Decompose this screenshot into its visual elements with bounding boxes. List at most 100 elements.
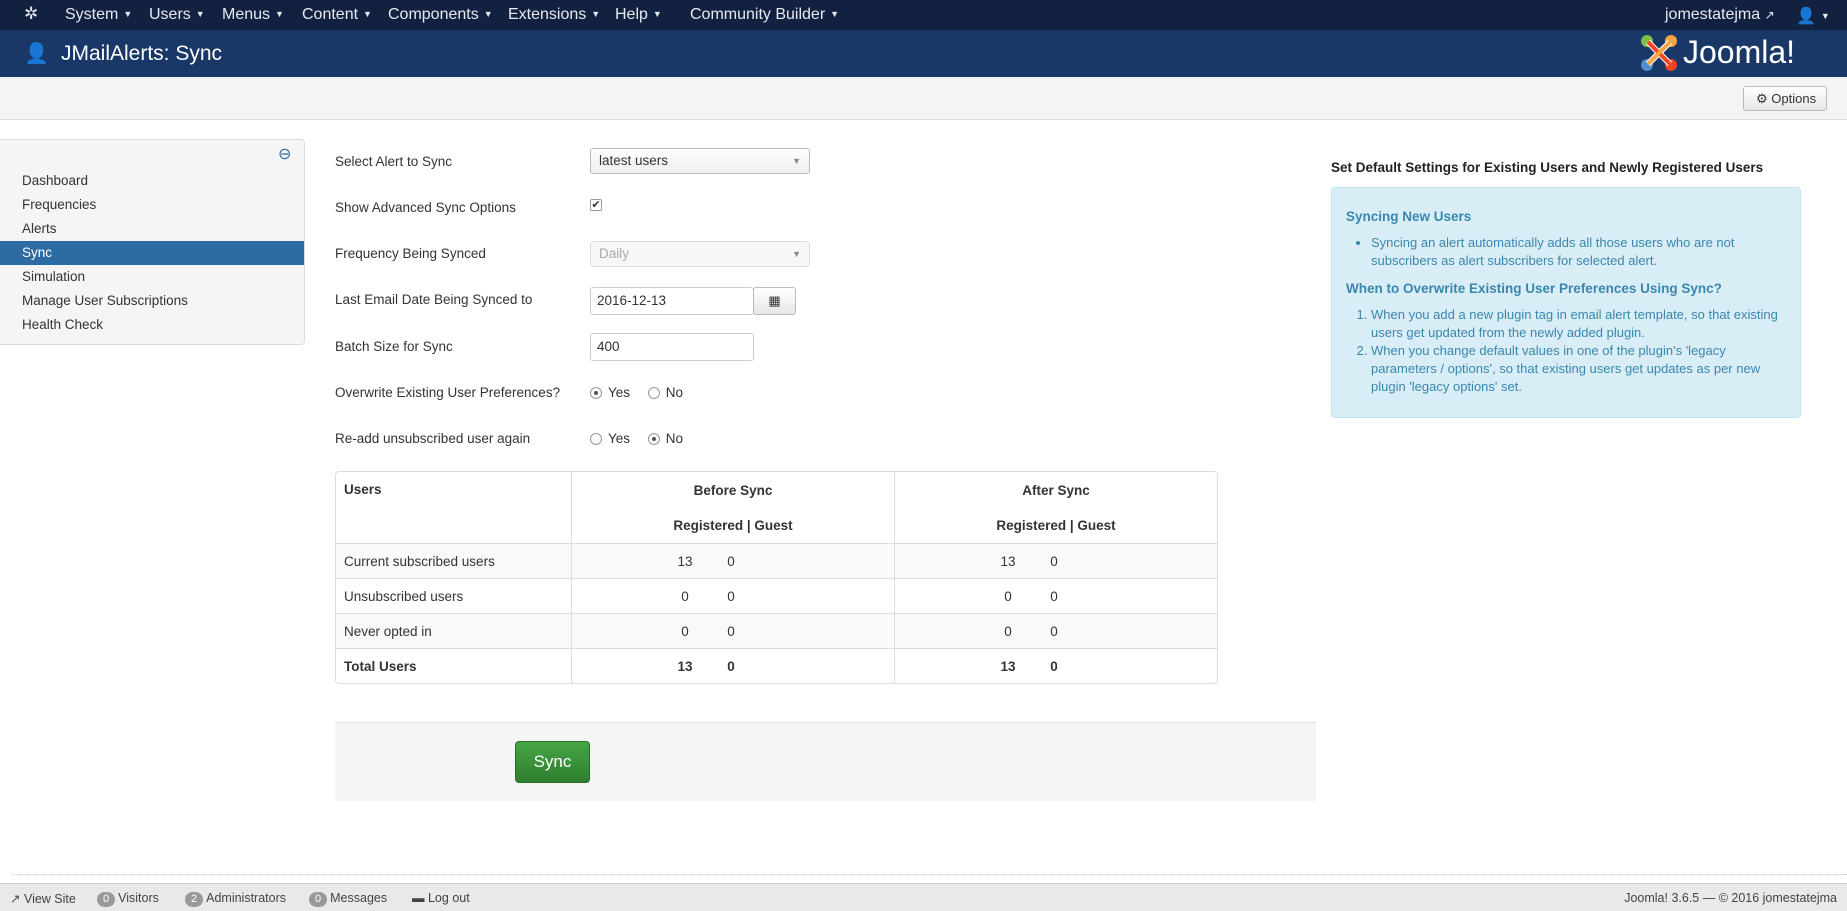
before-registered: 0 <box>681 623 689 639</box>
info-item: When you change default values in one of… <box>1371 342 1786 396</box>
sidebar-item-health-check[interactable]: Health Check <box>22 317 104 332</box>
after-guest: 0 <box>1050 588 1058 604</box>
joomla-logo-icon <box>1640 34 1678 72</box>
caret-icon: ▼ <box>591 9 601 19</box>
collapse-sidebar-icon[interactable]: ⊖ <box>278 146 292 163</box>
menu-components[interactable]: Components ▼ <box>388 6 493 24</box>
logout-link[interactable]: ▬ Log out <box>412 891 470 905</box>
before-guest: 0 <box>727 658 735 674</box>
sidebar-item-frequencies[interactable]: Frequencies <box>22 197 97 212</box>
alert-select[interactable]: latest users ▼ <box>590 148 810 174</box>
overwrite-yes-radio[interactable] <box>590 387 602 399</box>
menu-users[interactable]: Users ▼ <box>149 6 205 24</box>
row-label: Unsubscribed users <box>336 578 571 613</box>
menu-content[interactable]: Content ▼ <box>302 6 372 24</box>
caret-icon: ▼ <box>123 9 133 19</box>
external-link-icon: ↗ <box>10 892 21 906</box>
caret-icon: ▼ <box>195 9 205 19</box>
sidebar-item-dashboard[interactable]: Dashboard <box>22 173 89 188</box>
info-item: When you add a new plugin tag in email a… <box>1371 306 1786 342</box>
menu-help[interactable]: Help ▼ <box>615 6 662 24</box>
site-link[interactable]: jomestatejma ↗ <box>1665 6 1775 24</box>
after-guest: 0 <box>1050 658 1058 674</box>
caret-icon: ▼ <box>483 9 493 19</box>
caret-icon: ▼ <box>363 9 372 19</box>
before-sync-header: Before Sync <box>571 472 894 508</box>
readd-label: Re-add unsubscribed user again <box>335 431 531 446</box>
calendar-button[interactable]: ▦ <box>753 287 796 315</box>
messages-badge: 0 <box>309 892 328 907</box>
no-label: No <box>665 385 684 400</box>
menu-extensions[interactable]: Extensions ▼ <box>508 6 600 24</box>
view-site-label: View Site <box>23 892 76 906</box>
before-sub-header: Registered | Guest <box>571 508 894 543</box>
user-menu[interactable]: 👤 ▼ <box>1796 6 1830 26</box>
minus-icon: ▬ <box>412 891 425 905</box>
sidebar-item-manage-user-subscriptions[interactable]: Manage User Subscriptions <box>22 293 188 308</box>
frequency-select[interactable]: Daily ▼ <box>590 241 810 267</box>
advanced-checkbox[interactable]: ✔ <box>590 199 602 211</box>
joomla-menu-icon[interactable]: ✲ <box>24 4 39 23</box>
frequency-value: Daily <box>599 246 630 261</box>
before-registered: 13 <box>677 658 693 674</box>
messages-status[interactable]: 0 Messages <box>309 891 387 907</box>
readd-yes-radio[interactable] <box>590 433 602 445</box>
date-input[interactable]: 2016-12-13 <box>590 287 754 315</box>
info-heading-syncing: Syncing New Users <box>1346 209 1472 224</box>
sync-button[interactable]: Sync <box>515 741 590 783</box>
visitors-label: Visitors <box>118 891 159 905</box>
overwrite-radio-group: Yes No <box>590 385 683 400</box>
external-link-icon: ↗ <box>1764 8 1775 22</box>
info-heading-overwrite: When to Overwrite Existing User Preferen… <box>1346 281 1722 296</box>
options-button[interactable]: ⚙ Options <box>1743 86 1827 111</box>
visitors-status[interactable]: 0 Visitors <box>97 891 159 907</box>
divider <box>12 874 1847 875</box>
menu-menus[interactable]: Menus ▼ <box>222 6 284 24</box>
alert-value: latest users <box>599 153 669 168</box>
joomla-logo-text: Joomla! <box>1683 34 1796 70</box>
before-registered: 13 <box>677 553 693 569</box>
readd-radio-group: Yes No <box>590 431 683 446</box>
sync-actions: Sync <box>335 722 1316 801</box>
sidebar-item-alerts[interactable]: Alerts <box>22 221 57 236</box>
table-row: Total Users 13 0 13 0 <box>336 648 1217 683</box>
menu-label: System <box>65 6 119 23</box>
menu-label: Users <box>149 6 191 23</box>
view-site-link[interactable]: ↗ View Site <box>10 891 76 906</box>
yes-label: Yes <box>608 385 631 400</box>
gear-icon: ⚙ <box>1756 91 1768 106</box>
messages-label: Messages <box>330 891 388 905</box>
chevron-down-icon: ▼ <box>792 156 801 166</box>
sync-stats-table: Users Before Sync After Sync Registered … <box>335 471 1218 684</box>
before-guest: 0 <box>727 588 735 604</box>
caret-icon: ▼ <box>1820 11 1830 21</box>
readd-no-radio[interactable] <box>647 433 660 445</box>
menu-label: Components <box>388 6 479 23</box>
menu-label: Content <box>302 6 359 23</box>
menu-label: Help <box>615 6 648 23</box>
sidebar-item-sync[interactable]: Sync <box>0 241 304 265</box>
site-name: jomestatejma <box>1665 6 1761 23</box>
row-label: Never opted in <box>336 613 571 648</box>
sidebar-item-simulation[interactable]: Simulation <box>22 269 86 284</box>
advanced-label: Show Advanced Sync Options <box>335 200 516 215</box>
yes-label: Yes <box>608 431 631 446</box>
menu-system[interactable]: System ▼ <box>65 6 132 24</box>
table-row: Current subscribed users 13 0 13 0 <box>336 543 1217 578</box>
options-label: Options <box>1771 91 1817 106</box>
before-registered: 0 <box>681 588 689 604</box>
version-text: Joomla! 3.6.5 — © 2016 jomestatejma <box>1624 891 1837 905</box>
table-row: Never opted in 0 0 0 0 <box>336 613 1217 648</box>
users-icon: 👤 <box>24 43 49 65</box>
after-registered: 0 <box>1004 588 1012 604</box>
overwrite-no-radio[interactable] <box>647 387 660 399</box>
menu-label: Extensions <box>508 6 587 23</box>
administrators-status[interactable]: 2 Administrators <box>185 891 286 907</box>
frequency-label: Frequency Being Synced <box>335 246 486 261</box>
table-row: Unsubscribed users 0 0 0 0 <box>336 578 1217 613</box>
menu-community-builder[interactable]: Community Builder ▼ <box>690 6 839 24</box>
after-registered: 13 <box>1000 658 1016 674</box>
menu-label: Menus <box>222 6 271 23</box>
batch-size-input[interactable]: 400 <box>590 333 754 361</box>
page-header: 👤 JMailAlerts: Sync Joomla! <box>0 30 1847 77</box>
